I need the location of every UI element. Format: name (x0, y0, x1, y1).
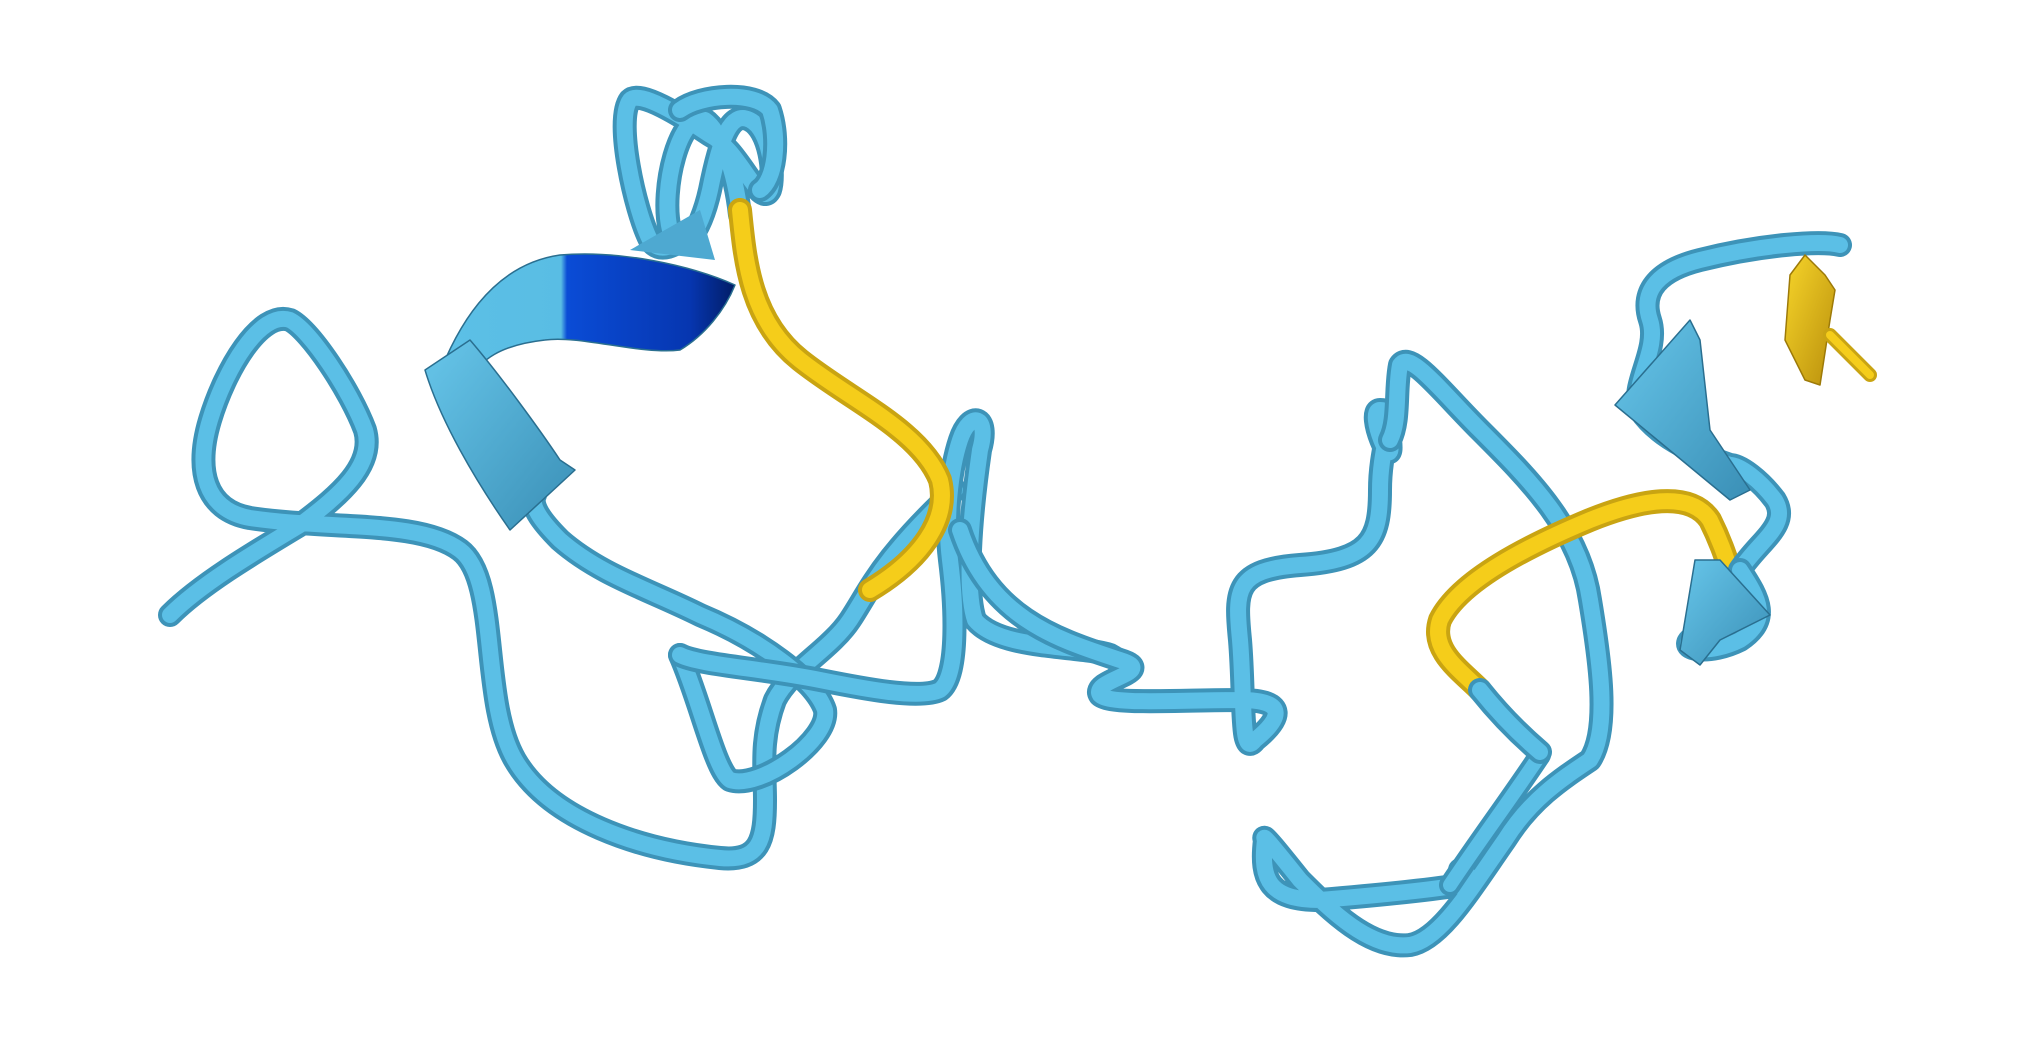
beta-strand-ribbon (424, 339, 576, 531)
beta-arrow-lower (1679, 559, 1771, 666)
alpha-helix-ribbon (434, 253, 736, 386)
highlighted-arrow-right (1784, 254, 1836, 386)
right-domain (1251, 231, 1877, 958)
left-domain (158, 84, 1133, 871)
beta-arrow-upper (1614, 319, 1751, 501)
inner-loop-coil (521, 483, 838, 794)
